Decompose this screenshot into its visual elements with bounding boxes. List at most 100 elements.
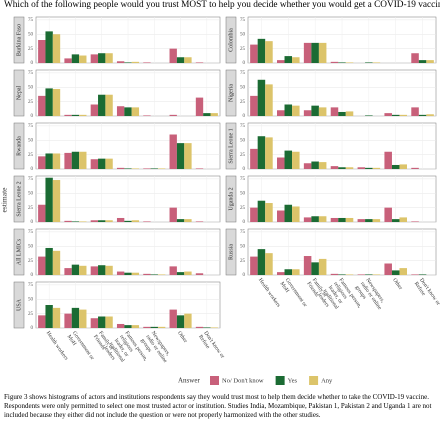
y-tick-label: 50 xyxy=(240,32,246,37)
bar xyxy=(284,104,293,116)
panel-label: Colombia xyxy=(228,28,234,52)
y-tick-label: 25 xyxy=(240,153,246,158)
y-tick-label: 25 xyxy=(28,47,34,52)
y-tick-label: 50 xyxy=(240,85,246,90)
x-tick-group: Government orMoH xyxy=(278,277,308,308)
bar xyxy=(71,54,80,63)
bar xyxy=(250,44,258,63)
strip xyxy=(13,281,25,329)
y-tick-label: 0 xyxy=(31,326,34,331)
bar xyxy=(184,143,192,169)
y-tick-label: 50 xyxy=(240,191,246,196)
bar xyxy=(143,168,151,169)
bar xyxy=(345,111,354,116)
bar xyxy=(38,315,46,328)
x-tick-label: Don't know orRefuse xyxy=(197,330,225,363)
bar xyxy=(195,62,204,63)
bar xyxy=(265,253,273,275)
bar xyxy=(303,163,312,169)
bar xyxy=(143,62,151,63)
bar xyxy=(311,161,319,169)
bar xyxy=(169,207,177,222)
bar xyxy=(90,159,99,169)
bar xyxy=(90,54,99,63)
bar xyxy=(71,264,80,275)
bar xyxy=(184,271,192,275)
y-tick-label: 75 xyxy=(240,71,246,76)
y-tick-label: 50 xyxy=(28,191,34,196)
strip xyxy=(13,122,25,170)
bar xyxy=(116,217,125,222)
y-tick-label: 50 xyxy=(28,85,34,90)
bar xyxy=(391,164,400,169)
bar xyxy=(265,137,273,169)
legend-label: No/ Don't know xyxy=(222,377,264,384)
bar xyxy=(292,269,300,275)
x-tick-label: Other xyxy=(176,330,188,344)
bar xyxy=(71,151,80,169)
y-tick-label: 75 xyxy=(28,177,34,182)
bar xyxy=(64,220,72,222)
bar xyxy=(45,247,53,275)
bar xyxy=(391,219,400,222)
legend-swatch xyxy=(210,376,219,385)
bar xyxy=(292,206,300,222)
y-tick-label: 75 xyxy=(240,124,246,129)
y-tick-label: 50 xyxy=(28,138,34,143)
bar xyxy=(330,217,339,222)
bar xyxy=(203,327,211,328)
bar xyxy=(284,269,293,275)
bar xyxy=(257,200,266,222)
bar xyxy=(284,204,293,222)
x-tick-group: Government orMoH xyxy=(65,330,95,361)
bar xyxy=(303,110,312,116)
strip xyxy=(225,16,237,64)
bar xyxy=(277,60,285,63)
bar xyxy=(372,62,381,63)
bar xyxy=(90,220,99,222)
bar xyxy=(150,274,158,275)
bar xyxy=(338,274,346,275)
x-tick-group: Don't know orRefuse xyxy=(197,330,225,363)
caption: Figure 3 shows histograms of actors and … xyxy=(4,393,432,419)
y-tick-label: 0 xyxy=(243,273,246,278)
bar xyxy=(105,220,113,222)
bar xyxy=(176,272,185,275)
y-tick-label: 25 xyxy=(28,206,34,211)
strip xyxy=(225,228,237,276)
panel-label: USA xyxy=(16,298,22,311)
y-tick-label: 0 xyxy=(31,114,34,119)
bar xyxy=(131,107,140,116)
y-tick-label: 50 xyxy=(28,32,34,37)
y-tick-label: 0 xyxy=(243,61,246,66)
bar xyxy=(143,115,151,116)
bar xyxy=(257,79,266,116)
x-tick-label: Other xyxy=(391,277,403,291)
bar xyxy=(330,273,339,275)
bar xyxy=(372,219,381,222)
bar xyxy=(105,316,113,328)
chart-title: Which of the following people would you … xyxy=(4,0,440,10)
y-tick-label: 75 xyxy=(28,18,34,23)
bar xyxy=(169,309,177,328)
strip xyxy=(13,16,25,64)
bar xyxy=(45,177,53,222)
bar xyxy=(124,168,132,169)
bar xyxy=(338,217,346,222)
bar xyxy=(372,274,381,275)
x-tick-group: Famous person,religiousleader, ortraditi… xyxy=(316,277,363,311)
bar xyxy=(250,148,258,169)
bar xyxy=(98,265,106,275)
legend-swatch xyxy=(309,376,319,385)
bar xyxy=(311,262,319,275)
y-tick-label: 75 xyxy=(240,230,246,235)
bar xyxy=(318,216,327,222)
bar xyxy=(265,203,273,222)
bar xyxy=(79,265,87,275)
panel-label: Uganda 2 xyxy=(228,187,234,210)
bar xyxy=(116,323,125,328)
bar xyxy=(411,274,419,275)
bar xyxy=(303,256,312,275)
bar xyxy=(277,110,285,116)
